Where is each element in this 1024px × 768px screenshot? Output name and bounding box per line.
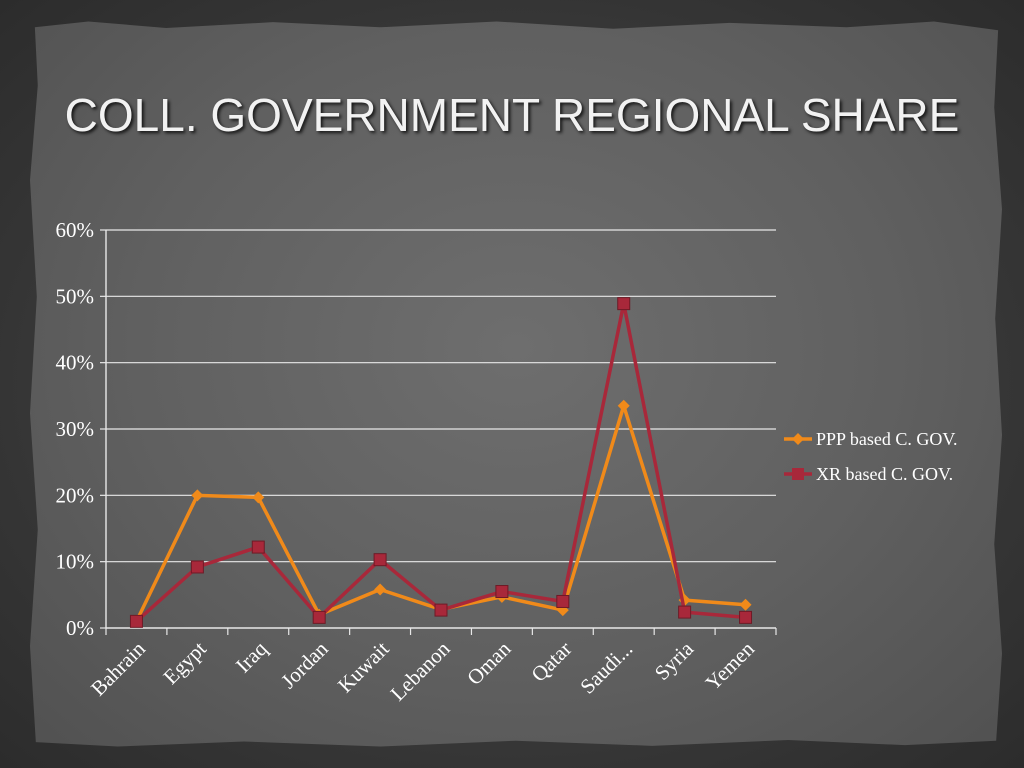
data-point	[617, 399, 630, 412]
data-point	[495, 585, 509, 599]
data-point	[434, 603, 448, 617]
y-tick-label: 0%	[66, 616, 94, 640]
data-point	[739, 598, 752, 611]
data-point	[251, 540, 265, 554]
grid-layer	[106, 229, 776, 563]
x-tick-label: Oman	[462, 636, 516, 690]
data-point	[739, 610, 753, 624]
data-point	[191, 489, 204, 502]
y-tick-label: 40%	[56, 351, 95, 375]
x-tick-label: Egypt	[158, 636, 211, 689]
axis-layer: 0% 10% 20% 30% 40% 50% 60% Bahrain Egypt Iraq Jord…	[56, 218, 777, 705]
x-tick-label: Qatar	[526, 637, 576, 687]
data-point	[129, 614, 143, 628]
legend: PPP based C. GOV. XR based C. GOV.	[784, 429, 958, 484]
data-point	[252, 491, 265, 504]
data-point	[190, 560, 204, 574]
x-tick-label: Syria	[650, 636, 699, 685]
y-tick-label: 50%	[56, 284, 95, 308]
data-point	[373, 553, 387, 567]
y-tick-label: 60%	[56, 218, 95, 242]
legend-label: PPP based C. GOV.	[816, 429, 958, 449]
data-point	[617, 297, 631, 311]
data-point	[678, 605, 692, 619]
x-tick-label: Lebanon	[386, 636, 455, 705]
series-line-1	[134, 404, 746, 623]
x-tick-label: Saudi...	[575, 637, 637, 699]
series-line-2	[135, 301, 746, 623]
legend-marker	[792, 433, 804, 445]
series-layer	[129, 297, 753, 628]
y-tick-label: 10%	[56, 550, 95, 574]
data-point	[374, 583, 387, 596]
x-tick-label: Jordan	[276, 636, 333, 693]
page-title: COLL. GOVERNMENT REGIONAL SHARE	[64, 89, 960, 141]
x-tick-label: Bahrain	[86, 636, 150, 700]
y-tick-label: 30%	[56, 417, 95, 441]
data-point	[556, 594, 570, 608]
y-tick-label: 20%	[56, 483, 95, 507]
data-point	[312, 610, 326, 624]
legend-marker	[792, 468, 804, 480]
x-tick-label: Iraq	[231, 636, 272, 677]
x-tick-label: Yemen	[701, 636, 760, 695]
legend-label: XR based C. GOV.	[816, 464, 953, 484]
paper-background	[30, 21, 1002, 747]
